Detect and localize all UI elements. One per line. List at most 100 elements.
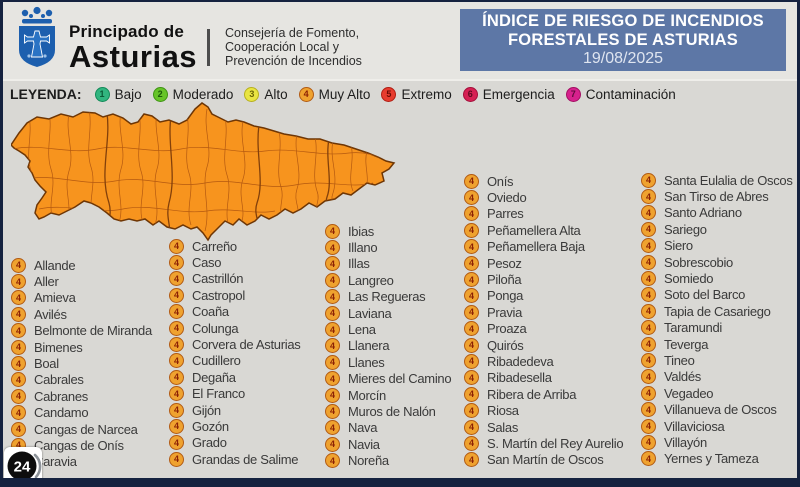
municipality-item: 4 Somiedo (641, 270, 793, 287)
municipality-item: 4 Salas (464, 419, 623, 435)
municipality-item: 4 Coaña (169, 304, 300, 320)
risk-level-badge: 4 (464, 239, 479, 255)
risk-level-badge: 4 (641, 320, 656, 336)
channel-24-logo: 24 (4, 447, 42, 478)
municipality-name: Illas (348, 256, 370, 272)
municipality-name: Navia (348, 436, 380, 452)
municipality-item: 4 Cabranes (11, 388, 152, 404)
municipality-item: 4 Pesoz (464, 255, 623, 271)
municipality-name: Mieres del Camino (348, 371, 452, 387)
department-line: Prevención de Incendios (225, 53, 362, 68)
org-name-line1: Principado de (69, 22, 185, 41)
municipality-item: 4 S. Martín del Rey Aurelio (464, 435, 624, 451)
municipality-column-5: 4 Santa Eulalia de Oscos 4 San Tirso de Abr… (641, 172, 793, 467)
municipality-item: 4 San Martín de Oscos (464, 452, 623, 468)
risk-level-badge: 4 (464, 190, 479, 206)
municipality-item: 4 Pravia (464, 304, 623, 320)
municipality-item: 4 Ribera de Arriba (464, 386, 623, 402)
risk-level-badge: 4 (169, 435, 184, 451)
risk-level-badge: 4 (641, 418, 656, 434)
municipality-name: Somiedo (664, 271, 714, 287)
municipality-name: Yernes y Tameza (664, 451, 759, 467)
municipality-name: El Franco (192, 386, 245, 402)
municipality-item: 4 Onís (464, 173, 623, 189)
municipality-item: 4 Valdés (641, 369, 793, 385)
asturias-municipalities-map (11, 102, 395, 241)
risk-level-badge: 4 (464, 419, 479, 435)
municipality-item: 4 Cudillero (169, 353, 300, 369)
legend-item: 3 Alto (244, 86, 288, 102)
municipality-name: Gozón (192, 418, 229, 434)
municipality-name: Ribadedeva (487, 353, 554, 369)
risk-level-badge: 4 (169, 238, 184, 254)
risk-level-badge: 4 (169, 402, 184, 418)
municipality-item: 4 Proaza (464, 321, 623, 337)
municipality-item: 4 Sobrescobio (641, 254, 793, 270)
municipality-column-4: 4 Onís 4 Oviedo 4 Parres 4 Peñamellera Alta 4 Peñ… (464, 173, 624, 468)
municipality-item: 4 Yernes y Tameza (641, 451, 793, 467)
risk-level-badge: 4 (325, 223, 340, 239)
municipality-name: Tapia de Casariego (664, 303, 771, 319)
risk-level-badge: 4 (641, 352, 656, 368)
municipality-name: Taramundi (664, 320, 722, 336)
municipality-name: Oviedo (487, 190, 527, 206)
municipality-name: Nava (348, 420, 378, 436)
risk-level-badge: 4 (325, 322, 340, 338)
risk-level-6-icon: 6 (462, 86, 478, 102)
municipality-item: 4 Colunga (169, 320, 300, 336)
legend-item: 5 Extremo (381, 86, 452, 102)
municipality-name: Aller (34, 274, 59, 290)
municipality-item: 4 Bimenes (11, 339, 152, 355)
municipality-item: 4 Peñamellera Baja (464, 239, 623, 255)
municipality-item: 4 Langreo (325, 272, 451, 288)
risk-level-badge: 4 (325, 256, 340, 272)
municipality-item: 4 Llanes (325, 354, 451, 370)
municipality-name: Langreo (348, 272, 394, 288)
title-box: ÍNDICE DE RIESGO DE INCENDIOS FORESTALES… (460, 9, 786, 71)
risk-level-badge: 4 (464, 435, 479, 451)
municipality-name: Degaña (192, 369, 236, 385)
municipality-item: 4 Las Regueras (325, 289, 451, 305)
municipality-name: Santa Eulalia de Oscos (664, 172, 793, 188)
municipality-name: Piloña (487, 272, 522, 288)
municipality-item: 4 Soto del Barco (641, 287, 793, 303)
municipality-item: 4 Piloña (464, 271, 623, 288)
department-line: Consejería de Fomento, (225, 26, 360, 40)
risk-level-badge: 4 (11, 290, 26, 306)
risk-level-badge: 4 (169, 337, 184, 353)
header-divider (207, 29, 210, 66)
risk-level-badge: 4 (169, 451, 184, 467)
risk-level-badge: 4 (464, 353, 479, 369)
risk-level-badge: 4 (641, 402, 656, 418)
municipality-item: 4 Corvera de Asturias (169, 336, 301, 353)
municipality-item: 4 Vegadeo (641, 385, 793, 401)
risk-level-badge: 4 (169, 353, 184, 369)
municipality-item: 4 Ibias (325, 223, 451, 239)
risk-level-badge: 4 (464, 386, 479, 402)
municipality-item: 4 Aller (11, 273, 152, 290)
municipality-item: 4 Ribadesella (464, 370, 623, 386)
municipality-item: 4 Caso (169, 254, 300, 271)
municipality-item: 4 Illas (325, 256, 451, 272)
risk-level-badge: 4 (11, 306, 26, 322)
municipality-item: 4 Santa Eulalia de Oscos (641, 172, 793, 188)
legend-item: 2 Moderado (152, 86, 233, 102)
municipality-name: Tineo (664, 352, 695, 368)
municipality-item: 4 Teverga (641, 336, 793, 352)
risk-level-badge: 4 (11, 274, 26, 290)
municipality-item: 4 Castropol (169, 287, 300, 303)
municipality-item: 4 Noreña (325, 452, 451, 469)
risk-level-badge: 4 (11, 356, 26, 372)
risk-level-badge: 4 (641, 205, 656, 221)
municipality-item: 4 San Tirso de Abres (641, 188, 793, 205)
risk-level-badge: 4 (464, 272, 479, 288)
municipality-name: Caso (192, 255, 222, 271)
municipality-item: 4 Amieva (11, 290, 152, 306)
municipality-name: Soto del Barco (664, 287, 746, 303)
municipality-name: Riosa (487, 403, 519, 419)
risk-level-badge: 4 (641, 172, 656, 188)
risk-level-badge: 4 (641, 303, 656, 319)
municipality-name: Villayón (664, 434, 707, 450)
risk-level-7-icon: 7 (565, 86, 581, 102)
municipality-name: Amieva (34, 290, 76, 306)
